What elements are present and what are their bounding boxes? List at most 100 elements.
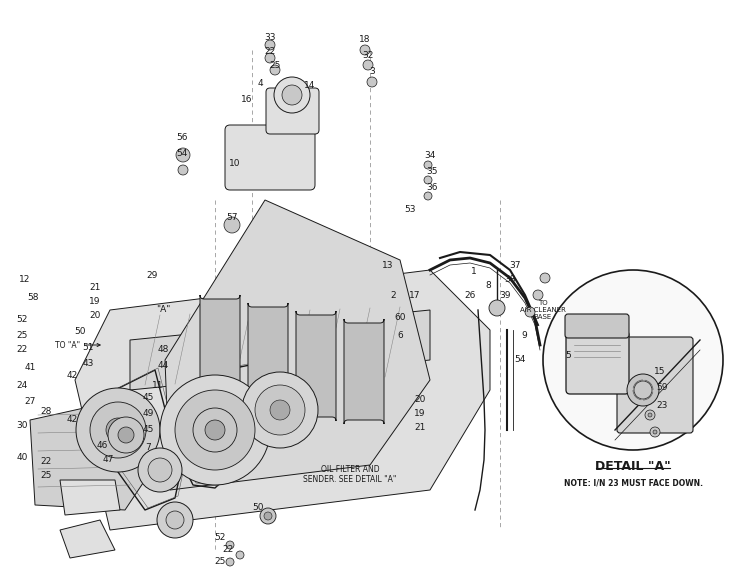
FancyBboxPatch shape xyxy=(344,319,384,424)
Text: 21: 21 xyxy=(89,283,101,293)
Circle shape xyxy=(424,176,432,184)
FancyBboxPatch shape xyxy=(566,331,629,394)
Text: 22: 22 xyxy=(40,457,52,467)
Text: OIL FILTER AND
SENDER. SEE DETAIL "A": OIL FILTER AND SENDER. SEE DETAIL "A" xyxy=(303,465,397,484)
Circle shape xyxy=(264,512,272,520)
Text: 26: 26 xyxy=(464,290,476,300)
Text: 29: 29 xyxy=(146,271,158,279)
Circle shape xyxy=(157,502,193,538)
Text: 50: 50 xyxy=(252,503,264,513)
Circle shape xyxy=(226,558,234,566)
Text: 14: 14 xyxy=(304,81,316,89)
Text: 13: 13 xyxy=(382,260,394,270)
Text: 52: 52 xyxy=(16,316,28,324)
Text: 44: 44 xyxy=(158,361,169,369)
Text: 42: 42 xyxy=(66,370,78,380)
Text: 50: 50 xyxy=(74,328,86,336)
Circle shape xyxy=(525,307,535,317)
Circle shape xyxy=(242,372,318,448)
Circle shape xyxy=(282,85,302,105)
Circle shape xyxy=(175,390,255,470)
Circle shape xyxy=(236,551,244,559)
Text: eReplacementParts.com: eReplacementParts.com xyxy=(234,283,386,297)
Text: 9: 9 xyxy=(521,331,526,339)
Text: 48: 48 xyxy=(158,346,169,354)
Circle shape xyxy=(176,148,190,162)
Text: 51: 51 xyxy=(82,343,94,353)
Text: 34: 34 xyxy=(424,150,436,160)
Text: 32: 32 xyxy=(362,51,374,59)
Text: 40: 40 xyxy=(16,453,28,463)
Text: 60: 60 xyxy=(394,313,406,323)
Text: 25: 25 xyxy=(269,62,280,70)
Circle shape xyxy=(489,300,505,316)
Circle shape xyxy=(648,413,652,417)
Text: 3: 3 xyxy=(369,67,375,77)
Circle shape xyxy=(367,77,377,87)
Text: 56: 56 xyxy=(176,134,188,142)
Text: "A": "A" xyxy=(156,305,170,314)
Text: 45: 45 xyxy=(142,393,154,403)
Circle shape xyxy=(76,388,160,472)
Text: 20: 20 xyxy=(414,396,426,404)
Circle shape xyxy=(645,410,655,420)
Text: 42: 42 xyxy=(66,415,78,425)
Circle shape xyxy=(265,40,275,50)
FancyBboxPatch shape xyxy=(248,303,288,418)
Circle shape xyxy=(205,420,225,440)
Circle shape xyxy=(265,53,275,63)
Text: 24: 24 xyxy=(16,381,28,391)
Text: 35: 35 xyxy=(426,168,438,176)
Circle shape xyxy=(363,60,373,70)
Text: 20: 20 xyxy=(89,312,101,320)
Text: 58: 58 xyxy=(27,294,39,302)
Polygon shape xyxy=(60,520,115,558)
Circle shape xyxy=(224,217,240,233)
Text: 19: 19 xyxy=(414,410,426,419)
FancyBboxPatch shape xyxy=(296,311,336,421)
Circle shape xyxy=(270,65,280,75)
Text: 25: 25 xyxy=(40,472,52,480)
Text: 18: 18 xyxy=(359,36,370,44)
Circle shape xyxy=(543,270,723,450)
Circle shape xyxy=(148,458,172,482)
Text: TO
AIR CLEANER
BASE: TO AIR CLEANER BASE xyxy=(520,300,566,320)
Text: TO "A": TO "A" xyxy=(55,340,100,350)
Text: 25: 25 xyxy=(214,558,226,567)
Text: 8: 8 xyxy=(485,281,490,290)
Text: 17: 17 xyxy=(410,290,421,300)
Circle shape xyxy=(160,375,270,485)
Text: 2: 2 xyxy=(390,290,396,300)
Text: 22: 22 xyxy=(222,545,234,555)
Polygon shape xyxy=(60,480,120,515)
Circle shape xyxy=(90,402,146,458)
Circle shape xyxy=(274,77,310,113)
Text: 45: 45 xyxy=(142,426,154,434)
Text: 54: 54 xyxy=(176,149,188,157)
Circle shape xyxy=(106,418,130,442)
Polygon shape xyxy=(130,310,430,390)
Text: 5: 5 xyxy=(566,351,571,359)
Circle shape xyxy=(138,448,182,492)
Text: 46: 46 xyxy=(96,441,108,449)
Circle shape xyxy=(108,417,144,453)
Text: 22: 22 xyxy=(264,47,276,56)
Circle shape xyxy=(653,430,657,434)
Text: 49: 49 xyxy=(142,410,154,419)
FancyBboxPatch shape xyxy=(617,337,693,433)
Text: 36: 36 xyxy=(426,184,438,192)
Text: 25: 25 xyxy=(16,331,28,339)
Text: 1: 1 xyxy=(471,267,477,276)
FancyBboxPatch shape xyxy=(266,88,319,134)
Circle shape xyxy=(360,45,370,55)
Text: 15: 15 xyxy=(654,367,666,377)
Text: NOTE: I/N 23 MUST FACE DOWN.: NOTE: I/N 23 MUST FACE DOWN. xyxy=(563,478,703,487)
Text: 37: 37 xyxy=(509,260,520,270)
Text: 57: 57 xyxy=(226,214,238,222)
Circle shape xyxy=(424,192,432,200)
Text: 16: 16 xyxy=(242,96,253,104)
Circle shape xyxy=(193,408,237,452)
Text: 22: 22 xyxy=(16,346,28,354)
Text: 52: 52 xyxy=(214,533,226,543)
Circle shape xyxy=(650,427,660,437)
